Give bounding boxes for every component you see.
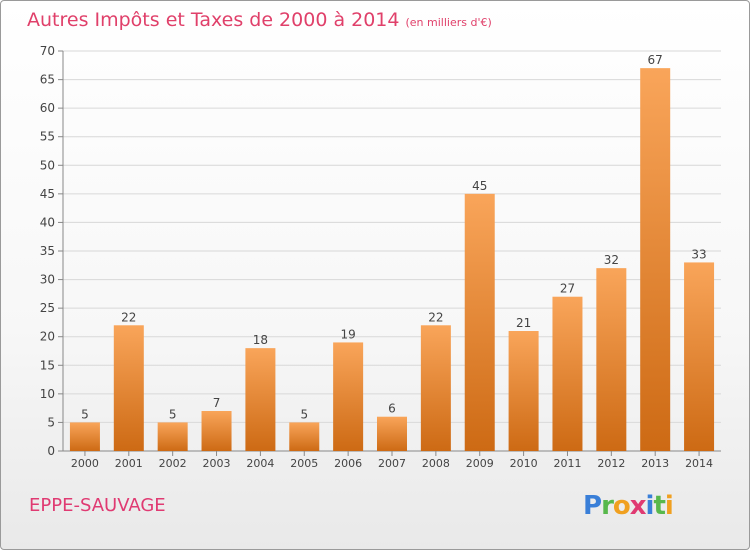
data-label: 33 xyxy=(691,247,706,261)
x-tick-label: 2012 xyxy=(597,457,625,470)
title-unit: (en milliers d'€) xyxy=(405,16,492,29)
bar xyxy=(640,68,671,452)
x-tick-label: 2008 xyxy=(422,457,450,470)
bar-layer xyxy=(69,68,715,452)
data-label: 22 xyxy=(121,310,136,324)
y-tick-label: 70 xyxy=(40,44,55,58)
label-layer: 5 22 5 7 18 5 19 6 22 45 21 27 32 67 33 xyxy=(81,53,707,421)
y-tick-label: 10 xyxy=(40,387,55,401)
data-label: 21 xyxy=(516,316,531,330)
commune-name: EPPE-SAUVAGE xyxy=(29,495,166,516)
data-label: 19 xyxy=(340,327,355,341)
data-label: 32 xyxy=(604,253,619,267)
data-label: 6 xyxy=(388,402,396,416)
data-label: 5 xyxy=(300,407,308,421)
x-tick-label: 2001 xyxy=(115,457,143,470)
bar xyxy=(333,342,364,451)
data-label: 67 xyxy=(648,53,663,67)
bar xyxy=(596,268,627,451)
chart-title: Autres Impôts et Taxes de 2000 à 2014 (en… xyxy=(27,9,492,31)
data-label: 5 xyxy=(81,407,89,421)
bar xyxy=(552,296,583,451)
data-label: 22 xyxy=(428,310,443,324)
y-tick-label: 15 xyxy=(40,358,55,372)
x-tick-label: 2006 xyxy=(334,457,362,470)
y-tick-label: 20 xyxy=(40,330,55,344)
y-tick-label: 25 xyxy=(40,301,55,315)
x-tick-label: 2014 xyxy=(685,457,713,470)
bar xyxy=(420,325,451,451)
x-tick-label: 2004 xyxy=(246,457,274,470)
x-tick-label: 2000 xyxy=(71,457,99,470)
y-tick-label: 0 xyxy=(47,444,55,458)
x-tick-label: 2003 xyxy=(203,457,231,470)
y-tick-label: 60 xyxy=(40,101,55,115)
y-tick-label: 55 xyxy=(40,130,55,144)
y-tick-label: 50 xyxy=(40,158,55,172)
x-tick-label: 2002 xyxy=(159,457,187,470)
y-tick-label: 5 xyxy=(47,415,55,429)
x-tick-label: 2011 xyxy=(553,457,581,470)
x-tick-label: 2013 xyxy=(641,457,669,470)
data-label: 18 xyxy=(253,333,268,347)
y-tick-label: 40 xyxy=(40,215,55,229)
bar xyxy=(245,348,276,451)
bar xyxy=(69,422,100,451)
x-tick-label: 2005 xyxy=(290,457,318,470)
bar xyxy=(157,422,188,451)
y-tick-label: 30 xyxy=(40,273,55,287)
bar xyxy=(684,262,715,451)
y-tick-label: 45 xyxy=(40,187,55,201)
x-tick-label: 2007 xyxy=(378,457,406,470)
data-label: 7 xyxy=(213,396,221,410)
data-label: 5 xyxy=(169,407,177,421)
data-label: 27 xyxy=(560,282,575,296)
title-text: Autres Impôts et Taxes de 2000 à 2014 xyxy=(27,9,400,31)
bar xyxy=(464,193,495,451)
bar xyxy=(508,331,539,451)
bar xyxy=(113,325,144,451)
bar xyxy=(201,411,232,451)
data-label: 45 xyxy=(472,179,487,193)
y-tick-label: 65 xyxy=(40,73,55,87)
bar xyxy=(289,422,320,451)
x-tick-label: 2010 xyxy=(510,457,538,470)
x-tick-label: 2009 xyxy=(466,457,494,470)
proxiti-logo: Proxiti xyxy=(583,491,674,521)
y-tick-label: 35 xyxy=(40,244,55,258)
bar xyxy=(377,416,407,451)
